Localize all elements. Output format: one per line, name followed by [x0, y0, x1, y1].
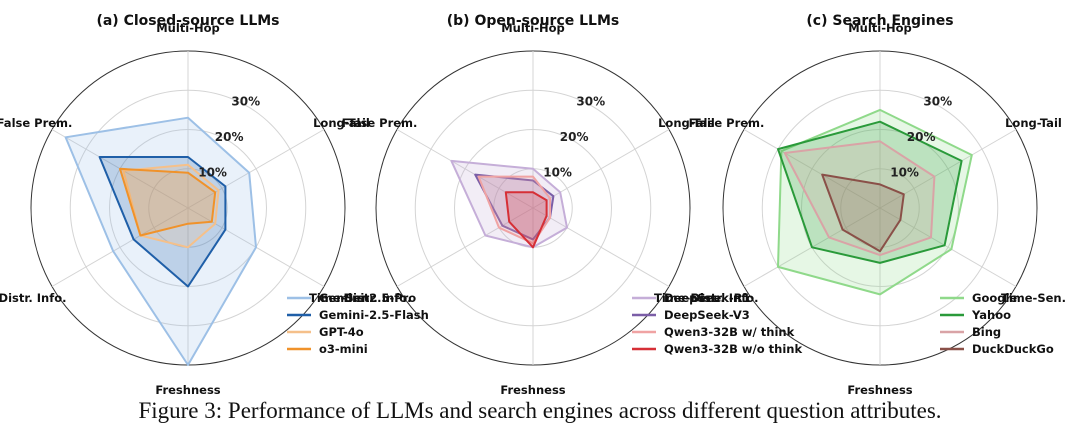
tick-label: 20%: [215, 130, 244, 144]
tick-label: 30%: [923, 94, 952, 108]
series-polygon-qwen3-32b-w-o-think: [504, 191, 548, 249]
legend-label: DeepSeek-V3: [664, 308, 750, 322]
axis-label-multi-hop: Multi-Hop: [501, 21, 565, 35]
legend-label: Gemini-2.5-Flash: [319, 308, 429, 322]
axis-label-false-prem-: False Prem.: [0, 116, 72, 130]
series-polygon-duckduckgo: [821, 173, 905, 253]
legend-label: Qwen3-32B w/o think: [664, 342, 802, 356]
axis-label-long-tail: Long-Tail: [313, 116, 370, 130]
radar-chart-1: (a) Closed-source LLMs 10% 20% 30% Multi-Hop…: [0, 13, 429, 397]
axis-label-distr-info-: Distr. Info.: [691, 291, 759, 305]
axis-label-freshness: Freshness: [847, 383, 912, 397]
series-polygon-gpt-4o: [122, 163, 220, 249]
legend-label: DuckDuckGo: [972, 342, 1054, 356]
axis-label-multi-hop: Multi-Hop: [156, 21, 220, 35]
axis-label-time-sen-: Time-Sen.: [1001, 291, 1066, 305]
axis-label-false-prem-: False Prem.: [342, 116, 418, 130]
tick-label: 20%: [560, 130, 589, 144]
axis-label-multi-hop: Multi-Hop: [848, 21, 912, 35]
grid-spoke: [187, 129, 325, 209]
legend-label: Bing: [972, 325, 1001, 339]
legend-label: Qwen3-32B w/ think: [664, 325, 795, 339]
series-polygon-google: [777, 108, 973, 296]
grid-spoke: [879, 129, 1017, 209]
legend: Google Yahoo Bing DuckDuckGo: [940, 291, 1054, 356]
axis-label-long-tail: Long-Tail: [1005, 116, 1062, 130]
panel-title: (b) Open-source LLMs: [447, 13, 619, 29]
series-polygon-o3-mini: [119, 167, 217, 237]
axis-label-time-sen-: Time-Sen.: [309, 291, 374, 305]
tick-label: 30%: [576, 94, 605, 108]
grid-spoke: [396, 129, 534, 209]
axis-label-time-sen-: Time-Sen.: [654, 291, 719, 305]
figure-caption: Figure 3: Performance of LLMs and search…: [138, 398, 942, 423]
grid-spoke: [51, 207, 189, 287]
legend-label: DeepSeek-R1: [664, 291, 751, 305]
tick-label: 30%: [231, 94, 260, 108]
legend-label: GPT-4o: [319, 325, 364, 339]
radar-chart-2: (b) Open-source LLMs 10% 20% 30% Multi-Hop Lo…: [342, 13, 803, 397]
legend: Gemini-2.5-Pro Gemini-2.5-Flash GPT-4o o3-m…: [287, 291, 429, 356]
axis-label-false-prem-: False Prem.: [689, 116, 765, 130]
axis-label-long-tail: Long-Tail: [658, 116, 715, 130]
panel-title: (c) Search Engines: [806, 13, 953, 29]
tick-label: 10%: [198, 165, 227, 179]
grid-spoke: [396, 207, 534, 287]
axis-label-distr-info-: Distr. Info.: [0, 291, 67, 305]
axis-label-freshness: Freshness: [500, 383, 565, 397]
series-polygon-deepseek-v3: [474, 173, 555, 241]
grid-spoke: [532, 129, 670, 209]
tick-label: 10%: [543, 165, 572, 179]
grid-spoke: [532, 207, 670, 287]
legend-label: Yahoo: [971, 308, 1011, 322]
grid-spoke: [879, 207, 1017, 287]
axis-label-distr-info-: Distr. Info.: [344, 291, 412, 305]
legend: DeepSeek-R1 DeepSeek-V3 Qwen3-32B w/ think…: [632, 291, 802, 356]
series-polygon-gemini-2-5-flash: [98, 156, 227, 288]
grid-spoke: [743, 129, 881, 209]
axis-label-freshness: Freshness: [155, 383, 220, 397]
panel-title: (a) Closed-source LLMs: [96, 13, 279, 29]
radar-chart-3: (c) Search Engines 10% 20% 30% Multi-Hop Long…: [689, 13, 1066, 397]
legend-label: o3-mini: [319, 342, 368, 356]
tick-label: 20%: [907, 130, 936, 144]
legend-label: Gemini-2.5-Pro: [319, 291, 416, 305]
tick-label: 10%: [890, 165, 919, 179]
legend-label: Google: [972, 291, 1017, 305]
